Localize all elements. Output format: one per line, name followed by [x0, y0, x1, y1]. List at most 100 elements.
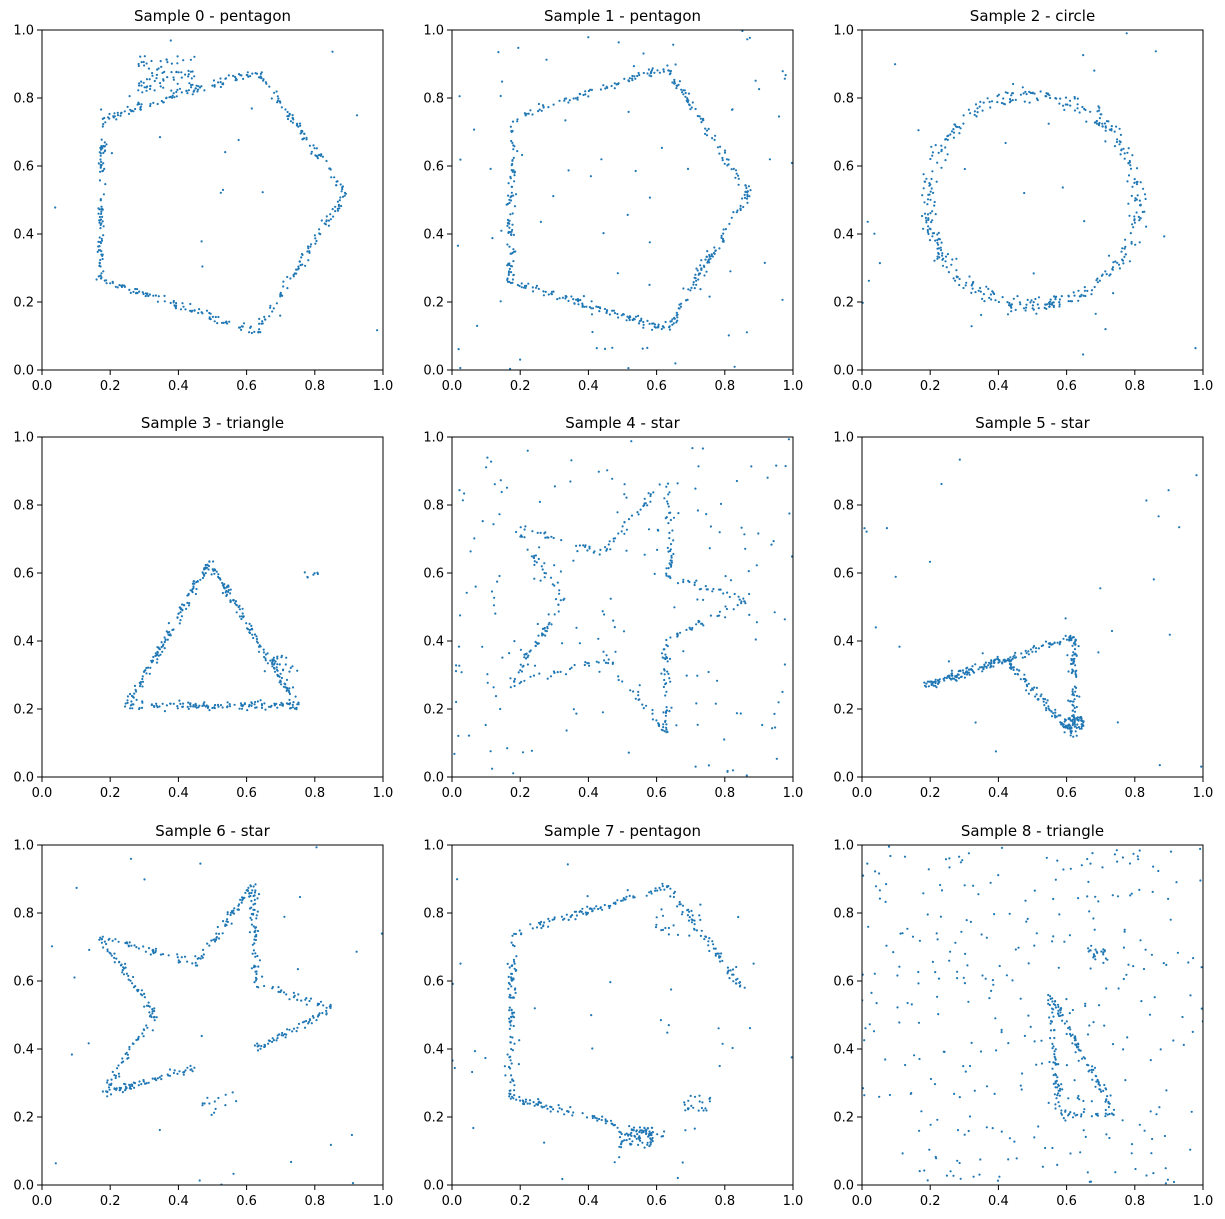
data-point [974, 663, 977, 666]
data-point [99, 163, 102, 166]
data-point [141, 291, 144, 294]
data-point [548, 621, 551, 624]
data-point [151, 1010, 154, 1013]
data-point [1129, 164, 1132, 167]
data-point [97, 212, 100, 215]
data-point [305, 1019, 308, 1023]
data-point [603, 613, 606, 616]
data-point [1063, 108, 1066, 111]
data-point [189, 1068, 192, 1071]
data-point [1071, 1008, 1074, 1012]
axes-frame [451, 436, 794, 778]
data-point [724, 575, 727, 578]
data-point [892, 951, 895, 954]
data-point [170, 89, 173, 92]
data-point [1099, 587, 1102, 590]
data-point [926, 913, 929, 916]
data-point [143, 996, 146, 999]
data-point [269, 306, 272, 309]
data-point [1122, 1048, 1125, 1051]
data-point [1071, 709, 1075, 712]
data-point [200, 955, 203, 958]
data-point [1048, 1003, 1051, 1007]
data-point [513, 962, 516, 965]
data-point [193, 309, 196, 312]
data-point [280, 106, 283, 109]
data-point [87, 1042, 90, 1045]
data-point [316, 571, 319, 574]
data-point [1019, 1084, 1022, 1087]
data-point [1067, 300, 1070, 303]
data-point [121, 969, 124, 972]
data-point [561, 642, 564, 645]
data-point [746, 201, 749, 204]
data-point [106, 1081, 109, 1084]
data-point [246, 889, 249, 892]
data-point [175, 302, 178, 305]
data-point [641, 1141, 644, 1144]
data-point [640, 317, 643, 320]
data-point [124, 1085, 127, 1088]
data-point [233, 907, 236, 910]
data-point [559, 599, 562, 602]
data-point [268, 315, 271, 318]
data-point [926, 213, 930, 216]
data-point [1078, 1098, 1081, 1101]
subplot-4: 0.0 0.2 0.4 0.6 0.8 1.00.00.20.40.60.81.0Samp… [423, 414, 803, 801]
data-point [305, 136, 308, 139]
data-point [936, 995, 939, 998]
data-point [263, 1045, 266, 1049]
data-point [1027, 962, 1030, 965]
data-point [1064, 1109, 1067, 1112]
data-point [211, 84, 214, 87]
data-point [507, 273, 510, 276]
data-point [649, 1137, 652, 1140]
data-point [341, 195, 345, 198]
data-point [518, 682, 521, 685]
data-point [160, 646, 163, 649]
x-tick-label: 0.6 [236, 1194, 257, 1209]
data-point [677, 307, 680, 310]
data-point [508, 262, 511, 265]
data-point [307, 247, 310, 250]
data-point [612, 619, 615, 622]
data-point [1060, 1007, 1063, 1010]
data-point [721, 1042, 724, 1045]
data-point [178, 87, 182, 90]
data-point [1008, 912, 1011, 915]
data-point [633, 1135, 637, 1138]
data-point [113, 952, 116, 955]
data-point [697, 465, 700, 468]
data-point [1020, 652, 1023, 655]
data-point [628, 80, 631, 83]
data-point [616, 899, 619, 902]
data-point [1078, 695, 1081, 698]
data-point [224, 1104, 227, 1107]
data-point [1121, 247, 1124, 250]
data-point [695, 267, 698, 270]
data-point [75, 886, 78, 890]
data-point [267, 705, 271, 708]
data-point [325, 1006, 328, 1009]
data-point [238, 326, 242, 329]
data-point [980, 313, 983, 317]
data-point [511, 162, 514, 166]
data-point [264, 81, 267, 84]
data-point [662, 70, 666, 73]
data-point [658, 886, 661, 890]
data-point [1049, 995, 1052, 998]
data-point [968, 275, 971, 278]
data-point [263, 315, 266, 318]
data-point [676, 933, 680, 937]
data-point [668, 531, 671, 535]
data-point [293, 994, 296, 997]
data-point [1054, 1073, 1057, 1076]
x-tick-label: 0.6 [236, 379, 257, 394]
data-point [547, 106, 550, 109]
data-point [1094, 121, 1097, 124]
data-point [141, 675, 144, 678]
data-point [714, 702, 717, 705]
data-point [637, 698, 640, 702]
data-point [676, 316, 679, 319]
data-point [151, 1012, 154, 1015]
